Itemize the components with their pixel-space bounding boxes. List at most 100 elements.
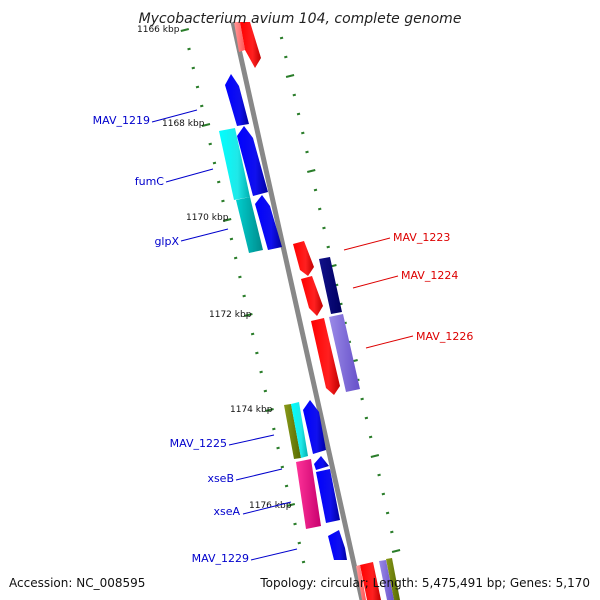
label-leader-line: [235, 468, 283, 481]
tick-mark: [263, 389, 268, 393]
kbp-label: 1168 kbp: [162, 119, 205, 129]
tick-mark: [293, 522, 297, 526]
tick-mark: [208, 142, 212, 146]
gene-arrow: [296, 459, 321, 529]
map-title: Mycobacterium avium 104, complete genome: [139, 11, 462, 27]
gene-arrow: [236, 197, 263, 253]
tick-mark: [284, 484, 289, 488]
kbp-label: 1170 kbp: [186, 213, 229, 223]
tick-mark: [377, 473, 381, 477]
tick-mark: [200, 104, 204, 108]
accession-text: Accession: NC_008595: [9, 576, 145, 590]
tick-mark: [292, 93, 297, 97]
tick-mark: [297, 541, 302, 545]
gene-arrow: [255, 195, 282, 250]
gene-label-mav-1225: MAV_1225: [170, 437, 227, 450]
tick-mark: [301, 131, 305, 135]
tick-mark: [195, 85, 200, 89]
gene-arrow: [316, 469, 340, 523]
gene-label-mav-1219: MAV_1219: [93, 114, 150, 127]
gene-arrow: [303, 400, 326, 454]
gene-arrow: [293, 241, 314, 276]
tick-mark: [255, 351, 259, 355]
gene-label-glpx: glpX: [154, 235, 179, 248]
tick-mark: [370, 454, 380, 458]
gene-arrow: [360, 562, 381, 600]
gene-arrow: [240, 22, 261, 68]
gene-arrow: [301, 276, 323, 316]
tick-mark: [381, 492, 386, 496]
tick-mark: [305, 150, 309, 154]
gene-arrow: [219, 128, 250, 200]
tick-mark: [280, 465, 285, 469]
tick-mark: [187, 47, 191, 51]
tick-mark: [313, 188, 318, 192]
tick-mark: [322, 226, 326, 230]
scale-labels: 1166 kbp 1168 kbp 1170 kbp 1172 kbp 1174…: [137, 25, 292, 511]
tick-mark: [222, 218, 232, 222]
gene-label-xseb: xseB: [207, 472, 234, 485]
label-leader-line: [151, 109, 198, 123]
label-leader-line: [165, 168, 214, 183]
tick-mark: [276, 446, 280, 450]
gene-label-mav-1224: MAV_1224: [401, 269, 458, 282]
gene-arrows: [219, 22, 400, 600]
tick-mark: [244, 313, 253, 317]
tick-mark: [265, 408, 274, 412]
gene-arrow: [311, 318, 340, 395]
tick-mark: [317, 207, 322, 211]
tick-mark: [286, 503, 296, 507]
gene-arrow: [319, 257, 342, 314]
tick-mark: [285, 74, 295, 78]
gene-labels: MAV_1219 fumC glpX MAV_1223 MAV_1224 MAV…: [93, 114, 474, 565]
tick-mark: [191, 66, 196, 70]
label-leader-line: [352, 275, 399, 289]
gene-arrow: [234, 22, 245, 52]
tick-mark: [272, 427, 276, 431]
tick-mark: [296, 112, 301, 116]
gene-arrow: [225, 74, 249, 126]
label-leader-line: [242, 501, 292, 515]
kbp-label: 1172 kbp: [209, 310, 252, 320]
tick-mark: [221, 199, 225, 203]
gene-label-mav-1223: MAV_1223: [393, 231, 450, 244]
gene-arrow: [291, 402, 308, 458]
kbp-label: 1174 kbp: [230, 405, 273, 415]
tick-mark: [360, 397, 364, 401]
gene-arrow: [237, 126, 268, 196]
tick-mark: [259, 370, 263, 374]
tick-mark: [307, 169, 316, 173]
gene-arrow: [379, 560, 394, 600]
label-leader-line: [228, 434, 275, 446]
tick-mark: [180, 28, 190, 32]
gene-arrow: [356, 565, 366, 600]
gene-label-lines: [151, 109, 414, 561]
genome-backbone: [230, 21, 365, 600]
tick-mark: [201, 123, 211, 127]
tick-mark: [250, 332, 255, 336]
tick-mark: [391, 549, 401, 553]
label-leader-line: [365, 335, 414, 349]
gene-label-mav-1226: MAV_1226: [416, 330, 473, 343]
label-leader-line: [180, 228, 229, 242]
tick-mark: [216, 180, 221, 184]
gene-arrow: [329, 314, 360, 392]
tick-mark: [301, 560, 306, 564]
tick-mark: [242, 294, 246, 298]
tick-mark: [238, 275, 242, 279]
gene-label-mav-1229: MAV_1229: [192, 552, 249, 565]
genome-summary-text: Topology: circular; Length: 5,475,491 bp…: [259, 576, 590, 590]
tick-mark: [326, 245, 330, 249]
kbp-label: 1166 kbp: [137, 25, 180, 35]
tick-mark: [385, 511, 390, 515]
tick-mark: [284, 55, 288, 59]
label-leader-line: [343, 237, 391, 251]
tick-marks: [180, 28, 401, 564]
tick-mark: [368, 435, 373, 439]
gene-arrow: [314, 456, 329, 470]
gene-arrow: [386, 558, 400, 600]
kbp-label: 1176 kbp: [249, 501, 292, 511]
gene-label-xsea: xseA: [213, 505, 240, 518]
gene-arrow: [328, 530, 347, 560]
